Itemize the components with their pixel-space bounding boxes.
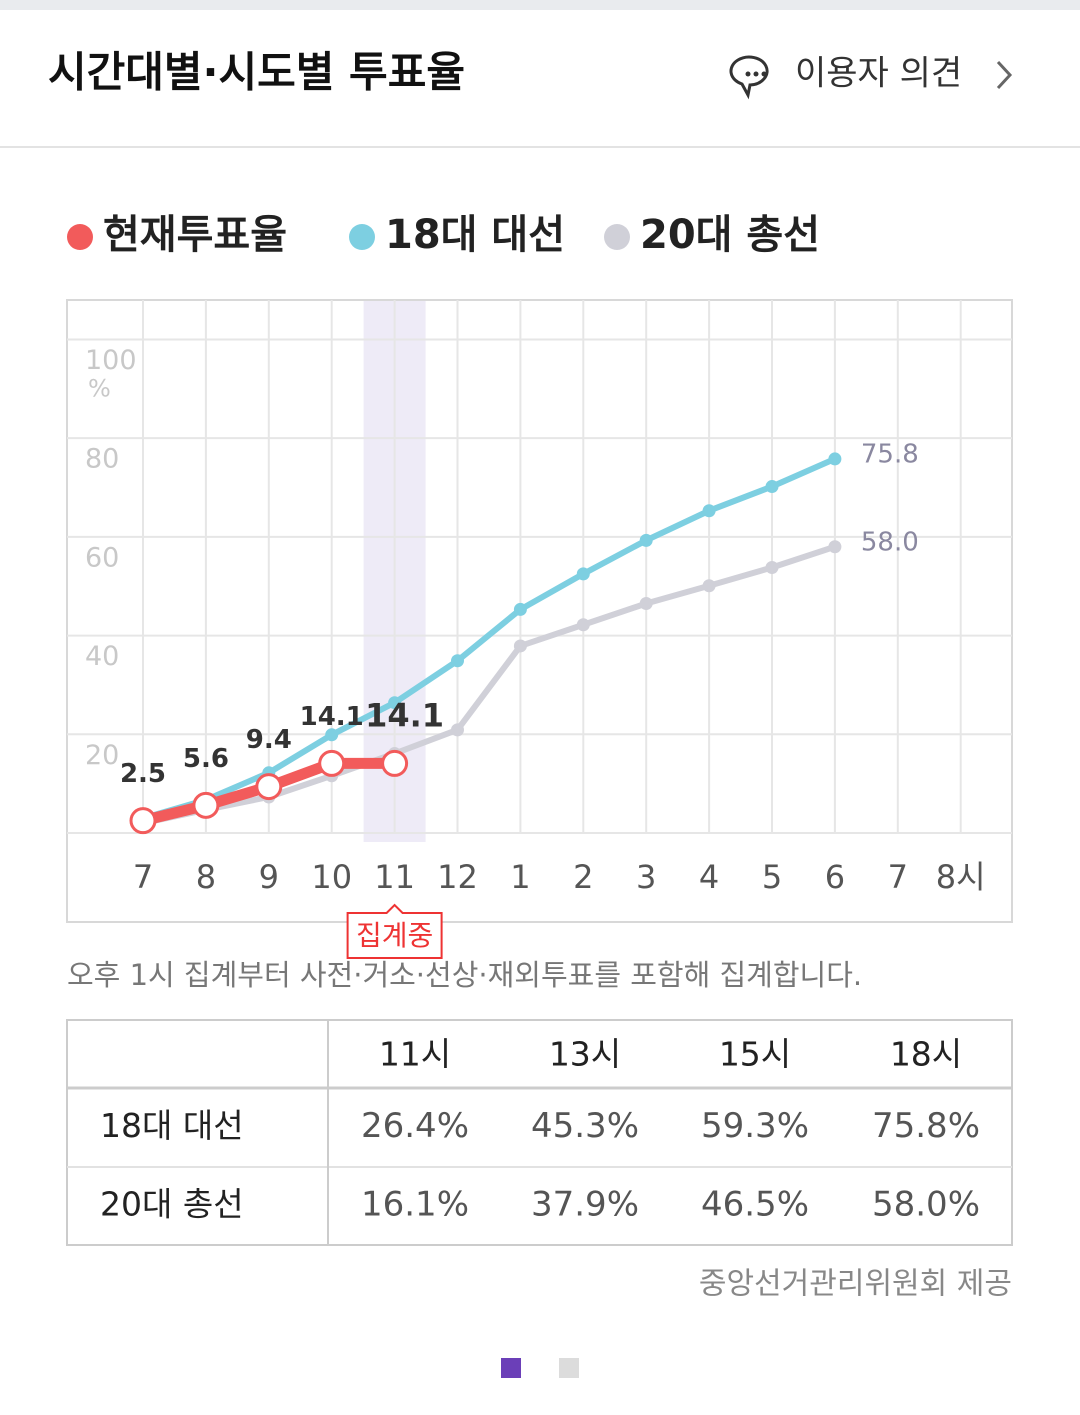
- chat-dot: [753, 71, 759, 77]
- column-header: 11시: [379, 1035, 451, 1074]
- point: [576, 567, 590, 581]
- point: [576, 618, 590, 632]
- point: [639, 597, 653, 611]
- point: [513, 639, 527, 653]
- row-label: 18대 대선: [100, 1106, 244, 1145]
- x-tick-label: 2: [573, 858, 593, 896]
- x-tick-label: 10: [311, 858, 352, 896]
- table: 11시 13시 15시 18시 18대 대선 26.4% 45.3% 59.3% 75.8% 20…: [66, 1019, 1013, 1246]
- y-tick-label: 20: [85, 740, 119, 771]
- x-tick-label: 11: [374, 858, 415, 896]
- point: [702, 504, 716, 518]
- value-label: 14.1: [365, 696, 444, 734]
- x-tick-label: 8시: [936, 858, 986, 896]
- x-tick-label: 4: [699, 858, 719, 896]
- value-label: 9.4: [246, 725, 292, 755]
- legend-label: 20대 총선: [640, 212, 820, 258]
- chevron: [996, 60, 1013, 90]
- page-dot[interactable]: [559, 1358, 579, 1378]
- table-cell: 58.0%: [872, 1185, 980, 1225]
- x-tick-label: 7: [133, 858, 153, 896]
- point: [129, 807, 157, 835]
- compare-line: [142, 543, 836, 827]
- end-label: 58.0: [861, 527, 919, 557]
- top-strip: [0, 0, 1080, 10]
- chat-dot: [761, 71, 767, 77]
- table-cell: 16.1%: [361, 1185, 469, 1225]
- value-label: 14.1: [300, 702, 364, 732]
- column-header: 13시: [549, 1035, 621, 1074]
- point: [325, 728, 339, 742]
- y-tick-label: 80: [85, 444, 119, 475]
- point: [388, 696, 402, 710]
- x-tick-label: 1: [510, 858, 530, 896]
- point: [513, 602, 527, 616]
- point: [828, 540, 842, 554]
- legend-label: 현재투표율: [103, 212, 287, 258]
- point: [828, 452, 842, 466]
- point: [451, 723, 464, 737]
- legend-swatch: [604, 224, 630, 250]
- end-label: 75.8: [861, 439, 919, 469]
- point: [381, 749, 409, 777]
- y-tick-label: 40: [85, 641, 119, 672]
- point: [639, 533, 653, 547]
- point: [451, 654, 464, 668]
- point: [765, 560, 779, 574]
- legend-swatch: [67, 224, 93, 250]
- row-label: 20대 총선: [100, 1185, 244, 1224]
- x-tick-label: 5: [762, 858, 782, 896]
- x-tick-label: 8: [196, 858, 216, 896]
- chat-icon: [729, 55, 769, 100]
- point: [702, 579, 716, 593]
- column-header: 18시: [890, 1035, 962, 1074]
- table-cell: 45.3%: [531, 1106, 639, 1146]
- table-frame: [66, 1019, 1013, 1246]
- y-tick-label: 100: [85, 345, 137, 376]
- plot-frame: [66, 299, 1013, 923]
- x-tick-label: 12: [437, 858, 478, 896]
- table-cell: 75.8%: [872, 1106, 980, 1146]
- table-cell: 37.9%: [531, 1185, 639, 1225]
- table-cell: 26.4%: [361, 1106, 469, 1146]
- point: [255, 773, 283, 801]
- x-tick-label: 6: [825, 858, 845, 896]
- x-tick-label: 9: [259, 858, 279, 896]
- legend-label: 18대 대선: [385, 212, 565, 258]
- feedback-button[interactable]: 이용자 의견: [729, 54, 1013, 100]
- feedback-label: 이용자 의견: [795, 54, 962, 94]
- compare-line: [142, 456, 837, 822]
- x-tick-label: 3: [636, 858, 656, 896]
- point: [765, 480, 779, 494]
- point: [318, 749, 346, 777]
- x-tick-label: 7: [888, 858, 908, 896]
- note: 오후 1시 집계부터 사전·거소·선상·재외투표를 포함해 집계합니다.: [67, 958, 862, 992]
- y-unit: %: [88, 374, 111, 402]
- highlight-label: 집계중: [356, 919, 433, 952]
- y-tick-label: 60: [85, 542, 119, 573]
- chat-dot: [745, 71, 751, 77]
- legend-swatch: [349, 224, 375, 250]
- value-label: 5.6: [183, 744, 229, 774]
- source: 중앙선거관리위원회 제공: [699, 1267, 1012, 1302]
- table-cell: 59.3%: [701, 1106, 809, 1146]
- column-header: 15시: [719, 1035, 791, 1074]
- page-title: 시간대별·시도별 투표율: [48, 48, 465, 97]
- value-label: 2.5: [120, 759, 166, 789]
- highlight-tag: [346, 903, 443, 959]
- page-dot-active[interactable]: [501, 1358, 521, 1378]
- table-cell: 46.5%: [701, 1185, 809, 1225]
- point: [192, 791, 220, 819]
